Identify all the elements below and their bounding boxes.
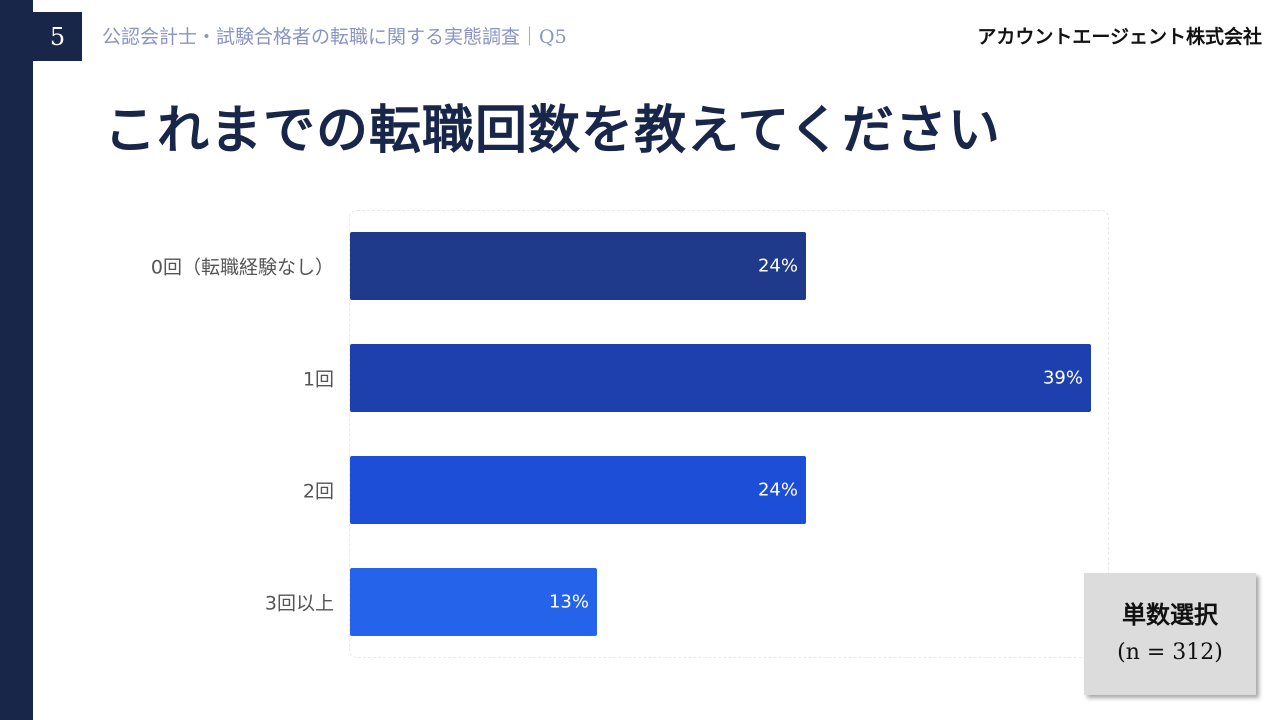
category-label: 2回 <box>302 480 334 503</box>
sample-size-label: (n = 312) <box>1117 640 1223 665</box>
category-label: 0回（転職経験なし） <box>150 256 334 279</box>
bar: 13% <box>350 568 597 636</box>
bar: 24% <box>350 456 806 524</box>
page-number: 5 <box>33 12 82 61</box>
selection-type-label: 単数選択 <box>1122 600 1218 629</box>
category-label: 1回 <box>302 368 334 391</box>
bar-value-label: 24% <box>757 255 798 277</box>
bar-value-label: 13% <box>548 591 589 613</box>
bar: 39% <box>350 344 1091 412</box>
bar-value-label: 24% <box>757 479 798 501</box>
company-name: アカウントエージェント株式会社 <box>977 26 1262 48</box>
page-title: これまでの転職回数を教えてください <box>104 100 1001 161</box>
survey-subtitle: 公認会計士・試験合格者の転職に関する実態調査｜Q5 <box>102 26 567 48</box>
chart-plot-area <box>349 210 1109 658</box>
bar: 24% <box>350 232 806 300</box>
response-note-box: 単数選択 (n = 312) <box>1084 573 1256 695</box>
left-sidebar-bar <box>0 0 33 720</box>
category-label: 3回以上 <box>264 592 334 615</box>
bar-value-label: 39% <box>1042 367 1083 389</box>
